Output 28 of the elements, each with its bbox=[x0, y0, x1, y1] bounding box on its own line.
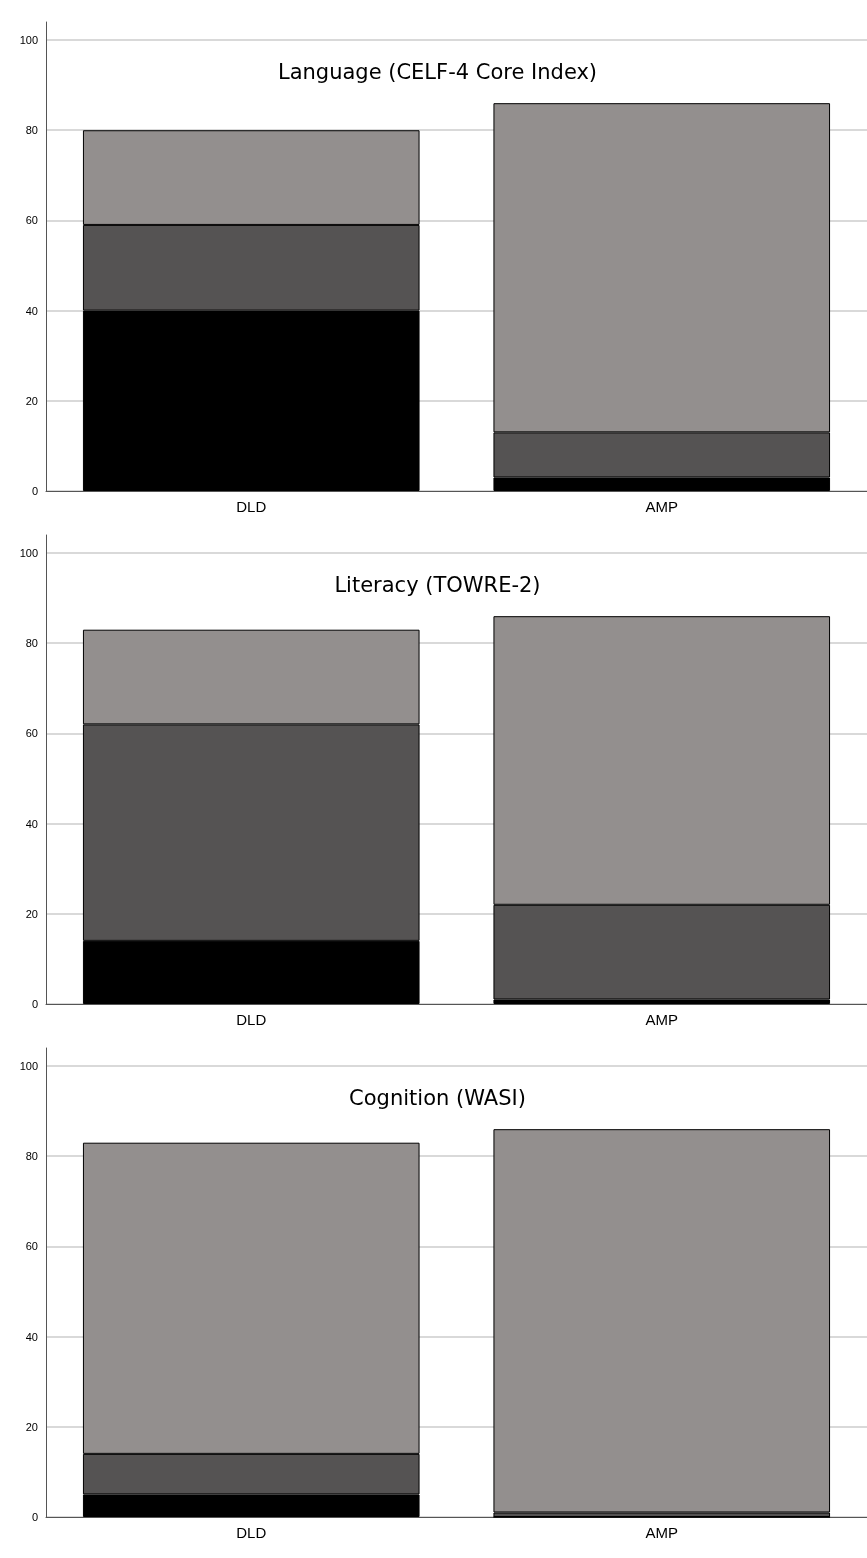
y-tick-label: 0 bbox=[31, 998, 38, 1010]
text: Language (CELF-4 Core Index) bbox=[277, 59, 598, 84]
x-tick-label: AMP bbox=[645, 498, 679, 515]
x-tick-label: DLD bbox=[236, 1011, 267, 1028]
y-tick-label: 40 bbox=[25, 304, 38, 317]
y-tick-label: 40 bbox=[25, 1330, 38, 1343]
text: Cognition (WASI) bbox=[349, 1085, 526, 1110]
x-tick-label: DLD bbox=[236, 1524, 267, 1541]
bar bbox=[493, 1129, 831, 1513]
y-tick-label: 100 bbox=[19, 34, 38, 47]
y-tick-label: 0 bbox=[31, 485, 38, 497]
x-tick-label: AMP bbox=[645, 1524, 679, 1541]
text: Literacy (TOWRE-2) bbox=[334, 572, 541, 597]
x-tick-label: DLD bbox=[236, 498, 267, 515]
y-tick-label: 60 bbox=[25, 1240, 38, 1253]
y-tick-label: 100 bbox=[19, 1060, 38, 1073]
x-tick-label: AMP bbox=[645, 1011, 679, 1028]
y-tick-label: 20 bbox=[25, 1420, 38, 1433]
y-tick-label: 40 bbox=[25, 817, 38, 830]
y-tick-label: 80 bbox=[25, 637, 38, 650]
y-tick-label: 0 bbox=[31, 1511, 38, 1523]
y-tick-label: 80 bbox=[25, 1150, 38, 1163]
y-tick-label: 20 bbox=[25, 907, 38, 920]
y-tick-label: 100 bbox=[19, 547, 38, 560]
y-tick-label: 60 bbox=[25, 214, 38, 227]
y-tick-label: 20 bbox=[25, 394, 38, 407]
y-tick-label: 60 bbox=[25, 727, 38, 740]
y-tick-label: 80 bbox=[25, 124, 38, 137]
